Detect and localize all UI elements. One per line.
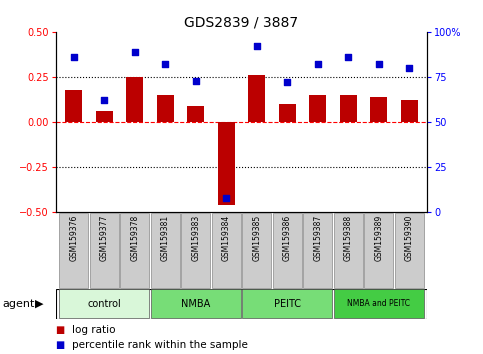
Text: ■: ■ xyxy=(56,325,65,335)
Bar xyxy=(370,97,387,122)
Bar xyxy=(401,101,417,122)
Text: GSM159389: GSM159389 xyxy=(374,215,383,261)
Text: NMBA: NMBA xyxy=(181,298,211,309)
Text: GSM159390: GSM159390 xyxy=(405,215,413,261)
Point xyxy=(100,98,108,103)
Bar xyxy=(334,289,424,318)
Text: control: control xyxy=(87,298,121,309)
Bar xyxy=(303,213,332,288)
Point xyxy=(314,62,322,67)
Point xyxy=(131,49,139,55)
Bar xyxy=(334,213,363,288)
Point xyxy=(222,195,230,201)
Text: GSM159378: GSM159378 xyxy=(130,215,139,261)
Bar xyxy=(395,213,424,288)
Text: GSM159386: GSM159386 xyxy=(283,215,292,261)
Text: PEITC: PEITC xyxy=(274,298,301,309)
Text: GSM159387: GSM159387 xyxy=(313,215,322,261)
Point xyxy=(284,80,291,85)
Bar xyxy=(90,213,119,288)
Text: GDS2839 / 3887: GDS2839 / 3887 xyxy=(185,16,298,30)
Point xyxy=(344,54,352,60)
Text: GSM159376: GSM159376 xyxy=(70,215,78,261)
Text: GSM159384: GSM159384 xyxy=(222,215,231,261)
Text: GSM159385: GSM159385 xyxy=(252,215,261,261)
Text: GSM159383: GSM159383 xyxy=(191,215,200,261)
Bar xyxy=(151,213,180,288)
Bar xyxy=(242,213,271,288)
Bar xyxy=(151,289,241,318)
Text: NMBA and PEITC: NMBA and PEITC xyxy=(347,299,410,308)
Bar xyxy=(120,213,149,288)
Point xyxy=(375,62,383,67)
Point xyxy=(253,44,261,49)
Bar xyxy=(66,90,82,122)
Bar xyxy=(248,75,265,122)
Text: log ratio: log ratio xyxy=(72,325,116,335)
Text: GSM159388: GSM159388 xyxy=(344,215,353,261)
Point xyxy=(405,65,413,71)
Bar xyxy=(181,213,211,288)
Bar xyxy=(127,77,143,122)
Bar xyxy=(187,106,204,122)
Bar xyxy=(157,95,174,122)
Bar xyxy=(242,289,332,318)
Text: ■: ■ xyxy=(56,340,65,350)
Bar xyxy=(212,213,241,288)
Text: agent: agent xyxy=(2,298,35,309)
Bar xyxy=(309,95,326,122)
Bar xyxy=(96,111,113,122)
Text: GSM159381: GSM159381 xyxy=(161,215,170,261)
Text: percentile rank within the sample: percentile rank within the sample xyxy=(72,340,248,350)
Text: ▶: ▶ xyxy=(35,298,43,309)
Bar xyxy=(279,104,296,122)
Text: GSM159377: GSM159377 xyxy=(100,215,109,261)
Bar xyxy=(272,213,302,288)
Point xyxy=(192,78,199,84)
Bar xyxy=(340,95,356,122)
Bar xyxy=(59,213,88,288)
Point xyxy=(70,54,78,60)
Bar xyxy=(218,122,235,205)
Bar xyxy=(59,289,149,318)
Bar xyxy=(364,213,393,288)
Point xyxy=(161,62,169,67)
